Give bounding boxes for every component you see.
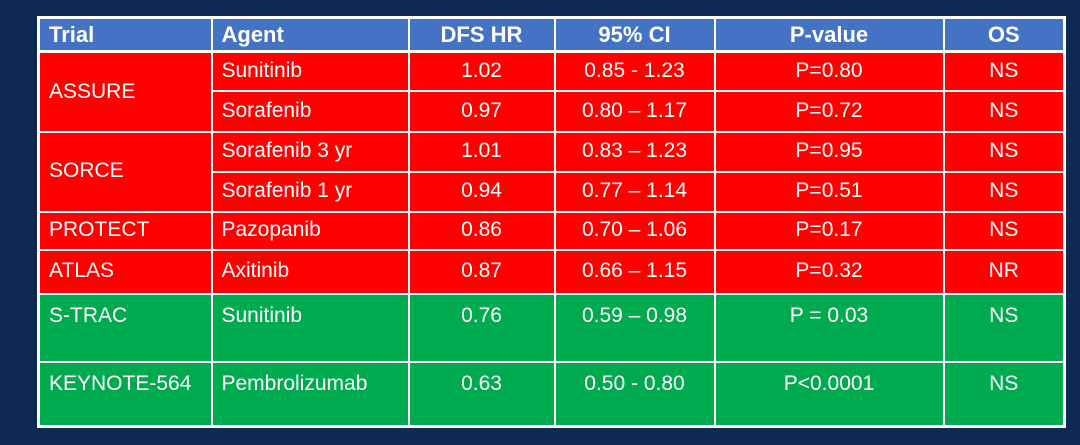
table-row: KEYNOTE-564 Pembrolizumab 0.63 0.50 - 0.…: [37, 360, 1066, 428]
dfs-hr-cell: 0.94: [407, 170, 556, 213]
trial-cell: SORCE: [37, 130, 213, 213]
os-cell: NS: [942, 89, 1066, 133]
trial-cell: KEYNOTE-564: [37, 360, 213, 428]
header-p-value: P-value: [713, 16, 945, 53]
table-row: ATLAS Axitinib 0.87 0.66 – 1.15 P=0.32 N…: [37, 248, 1066, 295]
trial-results-table: Trial Agent DFS HR 95% CI P-value OS ASS…: [37, 16, 1066, 428]
p-value-cell: P<0.0001: [713, 360, 945, 428]
dfs-hr-cell: 0.87: [407, 248, 556, 295]
dfs-hr-cell: 0.63: [407, 360, 556, 428]
header-95-ci: 95% CI: [553, 16, 716, 53]
p-value-cell: P=0.32: [713, 248, 945, 295]
table-row: PROTECT Pazopanib 0.86 0.70 – 1.06 P=0.1…: [37, 210, 1066, 251]
ci-cell: 0.66 – 1.15: [553, 248, 716, 295]
os-cell: NS: [942, 292, 1066, 363]
ci-cell: 0.77 – 1.14: [553, 170, 716, 213]
p-value-cell: P=0.17: [713, 210, 945, 251]
ci-cell: 0.85 - 1.23: [553, 50, 716, 92]
agent-cell: Sorafenib: [210, 89, 410, 133]
trial-cell: S-TRAC: [37, 292, 213, 363]
table-header-row: Trial Agent DFS HR 95% CI P-value OS: [37, 16, 1066, 53]
header-os: OS: [942, 16, 1066, 53]
agent-cell: Pazopanib: [210, 210, 410, 251]
agent-cell: Sunitinib: [210, 292, 410, 363]
os-cell: NR: [942, 248, 1066, 295]
p-value-cell: P=0.95: [713, 130, 945, 173]
dfs-hr-cell: 1.01: [407, 130, 556, 173]
trial-cell: PROTECT: [37, 210, 213, 251]
dfs-hr-cell: 1.02: [407, 50, 556, 92]
ci-cell: 0.50 - 0.80: [553, 360, 716, 428]
agent-cell: Sunitinib: [210, 50, 410, 92]
agent-cell: Sorafenib 1 yr: [210, 170, 410, 213]
p-value-cell: P=0.72: [713, 89, 945, 133]
agent-cell: Sorafenib 3 yr: [210, 130, 410, 173]
table-row: SORCE Sorafenib 3 yr 1.01 0.83 – 1.23 P=…: [37, 130, 1066, 213]
ci-cell: 0.80 – 1.17: [553, 89, 716, 133]
header-agent: Agent: [210, 16, 410, 53]
table-row: ASSURE Sunitinib 1.02 0.85 - 1.23 P=0.80…: [37, 50, 1066, 133]
os-cell: NS: [942, 130, 1066, 173]
dfs-hr-cell: 0.76: [407, 292, 556, 363]
os-cell: NS: [942, 170, 1066, 213]
p-value-cell: P=0.80: [713, 50, 945, 92]
os-cell: NS: [942, 210, 1066, 251]
os-cell: NS: [942, 360, 1066, 428]
agent-cell: Pembrolizumab: [210, 360, 410, 428]
p-value-cell: P = 0.03: [713, 292, 945, 363]
table-row: Sorafenib 0.97 0.80 – 1.17 P=0.72 NS: [39, 89, 1066, 133]
ci-cell: 0.70 – 1.06: [553, 210, 716, 251]
header-dfs-hr: DFS HR: [407, 16, 556, 53]
os-cell: NS: [942, 50, 1066, 92]
table-row: Sorafenib 1 yr 0.94 0.77 – 1.14 P=0.51 N…: [39, 170, 1066, 213]
p-value-cell: P=0.51: [713, 170, 945, 213]
header-trial: Trial: [37, 16, 213, 53]
dfs-hr-cell: 0.86: [407, 210, 556, 251]
ci-cell: 0.59 – 0.98: [553, 292, 716, 363]
agent-cell: Axitinib: [210, 248, 410, 295]
trial-cell: ATLAS: [37, 248, 213, 295]
ci-cell: 0.83 – 1.23: [553, 130, 716, 173]
dfs-hr-cell: 0.97: [407, 89, 556, 133]
table-row: S-TRAC Sunitinib 0.76 0.59 – 0.98 P = 0.…: [37, 292, 1066, 363]
trial-cell: ASSURE: [37, 50, 213, 133]
